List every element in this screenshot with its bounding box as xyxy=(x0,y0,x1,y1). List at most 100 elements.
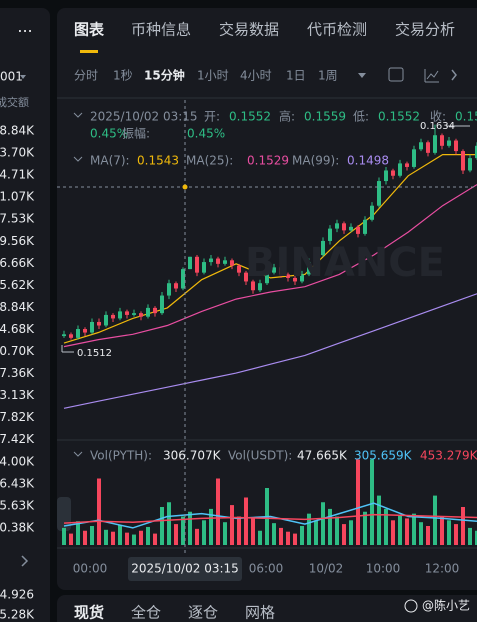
volume-bar xyxy=(370,459,374,545)
crosshair-time-box xyxy=(128,557,242,581)
candle-body xyxy=(90,321,94,333)
main-panel xyxy=(57,8,477,590)
volume-bar xyxy=(62,527,66,545)
volume-bar xyxy=(167,502,171,545)
candle-body xyxy=(426,142,430,153)
volume-bar xyxy=(307,513,311,545)
volume-bar xyxy=(356,459,360,545)
volume-bar xyxy=(300,526,304,545)
indicator-icon[interactable] xyxy=(388,67,404,82)
interval[interactable]: 1周 xyxy=(318,69,338,83)
sidebar-value: 6.43K xyxy=(0,476,35,490)
candle-body xyxy=(132,313,136,315)
candle-body xyxy=(111,314,115,319)
candle-body xyxy=(146,307,150,317)
interval[interactable]: 分时 xyxy=(74,69,98,83)
candle-body xyxy=(223,260,227,264)
candle-body xyxy=(202,262,206,273)
sidebar-value: 5.62K xyxy=(0,278,35,292)
candle-body xyxy=(314,255,318,263)
candle-body xyxy=(412,149,416,167)
volume-bar xyxy=(160,507,164,545)
tab[interactable]: 交易分析 xyxy=(395,21,455,39)
credit-icon xyxy=(404,599,418,613)
volume-bar xyxy=(76,521,80,545)
chart-icon[interactable] xyxy=(424,69,439,83)
interval[interactable]: 15分钟 xyxy=(144,68,185,83)
candle-body xyxy=(237,265,241,273)
info-amplitude: 0.45% xyxy=(187,127,225,141)
volume-bar xyxy=(251,518,255,545)
bottom-tab[interactable]: 全仓 xyxy=(131,604,161,622)
interval[interactable]: 1小时 xyxy=(197,69,229,83)
candle-body xyxy=(69,334,73,338)
dropdown-icon[interactable] xyxy=(358,73,366,78)
candle-body xyxy=(384,170,388,182)
sidebar-value: 6.66K xyxy=(0,256,35,270)
candle-body xyxy=(62,334,66,337)
tab[interactable]: 币种信息 xyxy=(131,21,191,39)
bottom-tab[interactable]: 现货 xyxy=(74,604,104,622)
ma-name: MA(99): xyxy=(292,154,339,168)
tab[interactable]: 代币检测 xyxy=(307,21,367,39)
candle-body xyxy=(230,260,234,266)
interval[interactable]: 4小时 xyxy=(240,69,272,83)
sidebar-value: 3.13K xyxy=(0,388,35,402)
candle-body xyxy=(454,140,458,152)
candle-body xyxy=(188,256,192,270)
ma-value: 0.1543 xyxy=(137,154,179,168)
next-icon[interactable] xyxy=(451,69,457,81)
sidebar-value: 4.71K xyxy=(0,168,35,182)
info-label: 高: xyxy=(279,109,295,124)
candle-body xyxy=(293,277,297,282)
volume-bar xyxy=(216,478,220,545)
candle-body xyxy=(363,219,367,234)
expand-icon[interactable] xyxy=(21,555,29,567)
bottom-tab[interactable]: 逐仓 xyxy=(188,604,218,622)
candle-body xyxy=(153,307,157,314)
candle-body xyxy=(104,314,108,326)
volume-bar xyxy=(314,520,318,545)
tab[interactable]: 图表 xyxy=(74,21,105,39)
tab-underline xyxy=(80,50,98,53)
bottom-tab[interactable]: 网格 xyxy=(245,604,275,622)
volume-bar xyxy=(279,527,283,545)
column-label: 成交额 xyxy=(0,95,29,109)
candle-body xyxy=(468,158,472,171)
interval[interactable]: 1秒 xyxy=(113,69,133,83)
candle-body xyxy=(181,269,185,289)
volume-name: Vol(PYTH): xyxy=(90,449,152,463)
x-label: 00:00 xyxy=(73,562,108,576)
tab[interactable]: 交易数据 xyxy=(219,21,279,39)
candle-body xyxy=(475,145,477,159)
candle-body xyxy=(244,272,248,282)
sidebar-value: 8.84K xyxy=(0,300,35,314)
candle-body xyxy=(125,311,129,315)
volume-bar xyxy=(237,516,241,545)
candle-body xyxy=(342,223,346,231)
volume-bar xyxy=(209,508,213,545)
candle-body xyxy=(321,240,325,256)
volume-bar xyxy=(377,495,381,545)
x-label: 06:00 xyxy=(249,562,284,576)
volume-bar xyxy=(328,508,332,545)
volume-bar xyxy=(118,525,122,545)
interval[interactable]: 1日 xyxy=(286,69,306,83)
more-icon[interactable]: ··· xyxy=(17,22,32,41)
volume-bar xyxy=(83,530,87,545)
candle-body xyxy=(440,135,444,146)
candle-body xyxy=(258,283,262,291)
candle-body xyxy=(433,135,437,153)
volume-bar xyxy=(188,511,192,545)
sidebar-value: 7.42K xyxy=(0,432,35,446)
candle-body xyxy=(195,256,199,273)
ma-value: 0.1498 xyxy=(347,154,389,168)
collapse-icon[interactable] xyxy=(73,112,83,457)
volume-bar xyxy=(69,533,73,545)
volume-name: Vol(USDT): xyxy=(228,449,292,463)
volume-bar xyxy=(230,505,234,545)
volume-bar xyxy=(433,495,437,545)
candle-body xyxy=(398,163,402,176)
candle-body xyxy=(83,329,87,333)
info-label: 开: xyxy=(204,110,220,124)
